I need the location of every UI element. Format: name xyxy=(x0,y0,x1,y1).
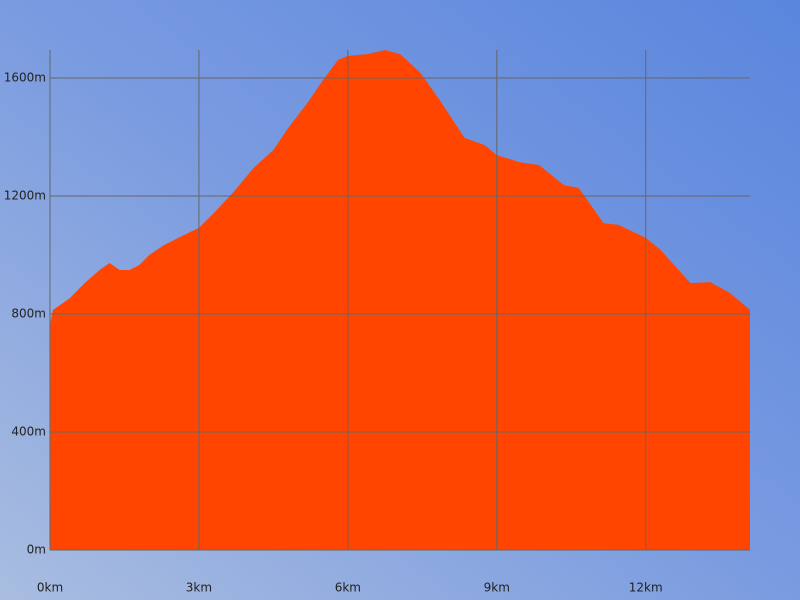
y-tick-label: 1600m xyxy=(4,71,46,85)
y-tick-label: 400m xyxy=(11,425,46,439)
x-tick-label: 12km xyxy=(629,581,663,595)
x-tick-label: 0km xyxy=(37,581,63,595)
x-tick-label: 6km xyxy=(335,581,361,595)
y-tick-label: 800m xyxy=(11,307,46,321)
y-tick-label: 1200m xyxy=(4,189,46,203)
y-tick-label: 0m xyxy=(27,543,46,557)
x-tick-label: 9km xyxy=(484,581,510,595)
elevation-area xyxy=(50,50,750,550)
x-tick-label: 3km xyxy=(186,581,212,595)
